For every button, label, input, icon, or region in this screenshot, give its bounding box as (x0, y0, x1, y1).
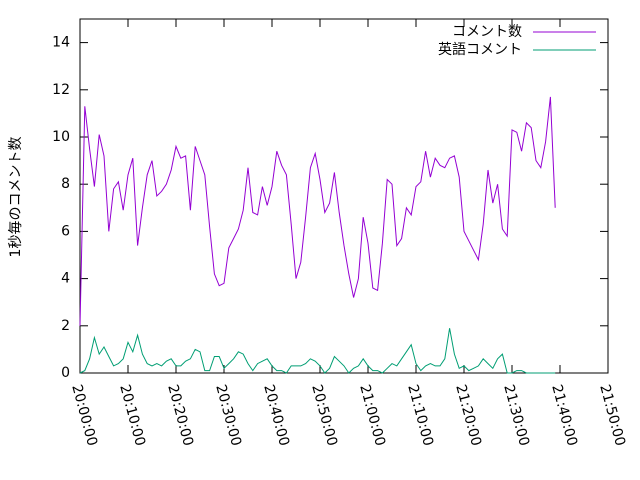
y-tick-label: 12 (52, 82, 70, 98)
series-line (79, 328, 556, 374)
y-tick-label: 14 (52, 35, 70, 51)
legend-label: コメント数 (452, 24, 522, 40)
y-tick-label: 8 (61, 176, 70, 192)
y-axis-label: 1秒毎のコメント数 (8, 137, 24, 258)
y-tick-label: 0 (61, 365, 70, 381)
legend-label: 英語コメント (438, 41, 522, 58)
y-tick-label: 2 (61, 318, 70, 334)
y-tick-label: 4 (61, 271, 70, 287)
series-line (79, 96, 556, 326)
plot-frame (79, 18, 609, 374)
y-tick-label: 6 (61, 223, 70, 239)
y-tick-label: 10 (52, 129, 70, 145)
